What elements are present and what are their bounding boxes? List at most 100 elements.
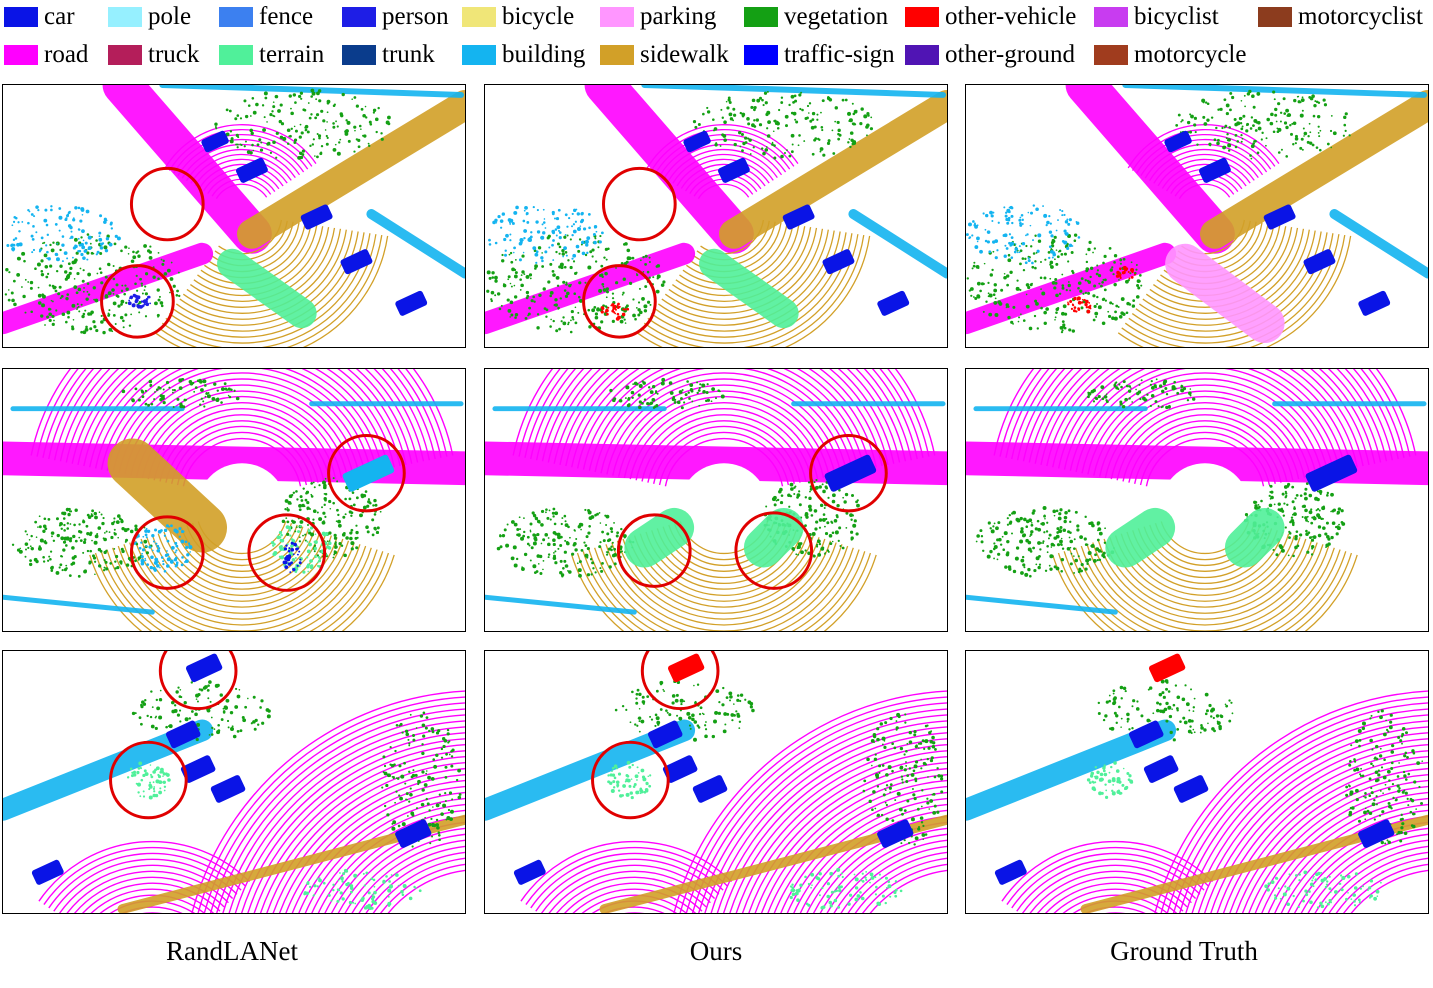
road-arcs: [854, 857, 947, 913]
parking-region: [1165, 243, 1285, 344]
road-arcs: [535, 858, 720, 912]
building-wall: [3, 719, 214, 821]
sidewalk-arcs: [640, 234, 865, 347]
car-points: [282, 541, 302, 574]
road-arcs: [1148, 148, 1259, 182]
legend-label: other-ground: [945, 41, 1076, 68]
scene-svg: [485, 85, 947, 347]
sidewalk-arcs: [140, 538, 344, 614]
road-arcs: [272, 768, 465, 913]
road-arcs: [520, 840, 733, 902]
road-arcs: [380, 863, 465, 913]
sidewalk-arcs: [129, 542, 355, 626]
road-arcs: [344, 833, 465, 913]
vegetation-points: [486, 234, 666, 334]
legend-swatch: [462, 7, 496, 27]
sidewalk-arcs: [1069, 549, 1341, 631]
car: [824, 454, 877, 492]
highlight-circle: [640, 651, 720, 711]
road-arcs: [1006, 846, 1209, 905]
road-arcs: [1267, 797, 1428, 913]
vegetation-points: [11, 507, 153, 578]
road-arcs: [840, 845, 947, 913]
road-arcs: [1161, 163, 1247, 189]
legend-label: sidewalk: [640, 41, 729, 68]
road-arcs: [124, 378, 360, 475]
other-vehicle: [1148, 653, 1186, 683]
road-arcs: [524, 369, 924, 458]
other-vehicle: [667, 653, 705, 683]
highlight-circle: [591, 740, 670, 820]
legend-item-sidewalk: sidewalk: [600, 40, 729, 70]
caption-ground-truth: Ground Truth: [1110, 936, 1258, 966]
road-arcs: [253, 750, 465, 913]
road-arcs: [793, 803, 947, 913]
road-arcs: [1069, 369, 1341, 471]
road-arcs: [1011, 852, 1205, 909]
road-arcs: [1005, 369, 1405, 458]
car: [210, 775, 246, 803]
legend-label: parking: [640, 3, 717, 30]
road-arcs: [90, 888, 215, 913]
legend-swatch: [342, 45, 376, 65]
vegetation-points: [692, 90, 874, 160]
road-arcs: [594, 369, 854, 473]
road-arcs: [1178, 183, 1231, 199]
car: [201, 130, 229, 153]
road-arcs: [1314, 839, 1428, 913]
road-arcs: [553, 369, 895, 464]
legend-swatch: [462, 45, 496, 65]
building-wall: [3, 594, 155, 615]
building-points: [488, 205, 604, 264]
car: [718, 157, 750, 183]
road-arcs: [191, 690, 465, 913]
legend-swatch: [1094, 45, 1128, 65]
terrain-points: [607, 760, 652, 800]
sidewalk-arcs: [1092, 542, 1318, 626]
terrain-region: [1105, 507, 1176, 568]
highlight-circle: [100, 264, 175, 339]
road-arcs: [1153, 153, 1255, 184]
road-arcs: [604, 906, 665, 913]
car: [1305, 454, 1358, 492]
terrain-points: [126, 761, 171, 800]
building-wall: [366, 209, 465, 279]
road-arcs: [1098, 390, 1311, 477]
vegetation-points: [214, 88, 391, 160]
legend-item-parking: parking: [600, 2, 716, 32]
sidewalk-arcs: [1103, 538, 1307, 614]
legend-swatch: [108, 45, 142, 65]
sidewalk-arcs: [1097, 540, 1313, 620]
road-arcs: [1140, 138, 1268, 176]
building-wall: [485, 719, 696, 821]
road-arcs: [53, 369, 431, 461]
road-arcs: [1034, 369, 1376, 464]
road-arcs: [1110, 402, 1300, 480]
scene-1-randlanet: [2, 84, 466, 348]
road-arcs: [650, 129, 795, 171]
road-arcs: [278, 774, 465, 913]
car: [185, 653, 223, 683]
sidewalk-arcs: [594, 547, 854, 631]
legend-label: motorcyclist: [1298, 3, 1423, 30]
road-arcs: [1248, 779, 1428, 913]
highlight-circle: [158, 651, 238, 711]
road-arcs: [259, 756, 465, 913]
road-arcs: [1057, 369, 1353, 469]
terrain-region: [1224, 507, 1285, 568]
road-arcs: [1160, 696, 1428, 913]
legend-label: person: [382, 3, 449, 30]
road-arcs: [679, 696, 947, 913]
road-arcs: [228, 726, 465, 913]
road-arcs: [1127, 124, 1280, 169]
road-arcs: [331, 821, 465, 913]
road-arcs: [106, 369, 378, 471]
road-arcs: [869, 869, 947, 913]
road-arcs: [59, 369, 425, 462]
car: [877, 290, 910, 316]
road-arcs: [572, 888, 697, 913]
sidewalk-arcs: [622, 538, 826, 614]
road-arcs: [1229, 762, 1428, 913]
building-wall: [1122, 85, 1428, 98]
sidewalk-arcs: [1063, 551, 1347, 631]
